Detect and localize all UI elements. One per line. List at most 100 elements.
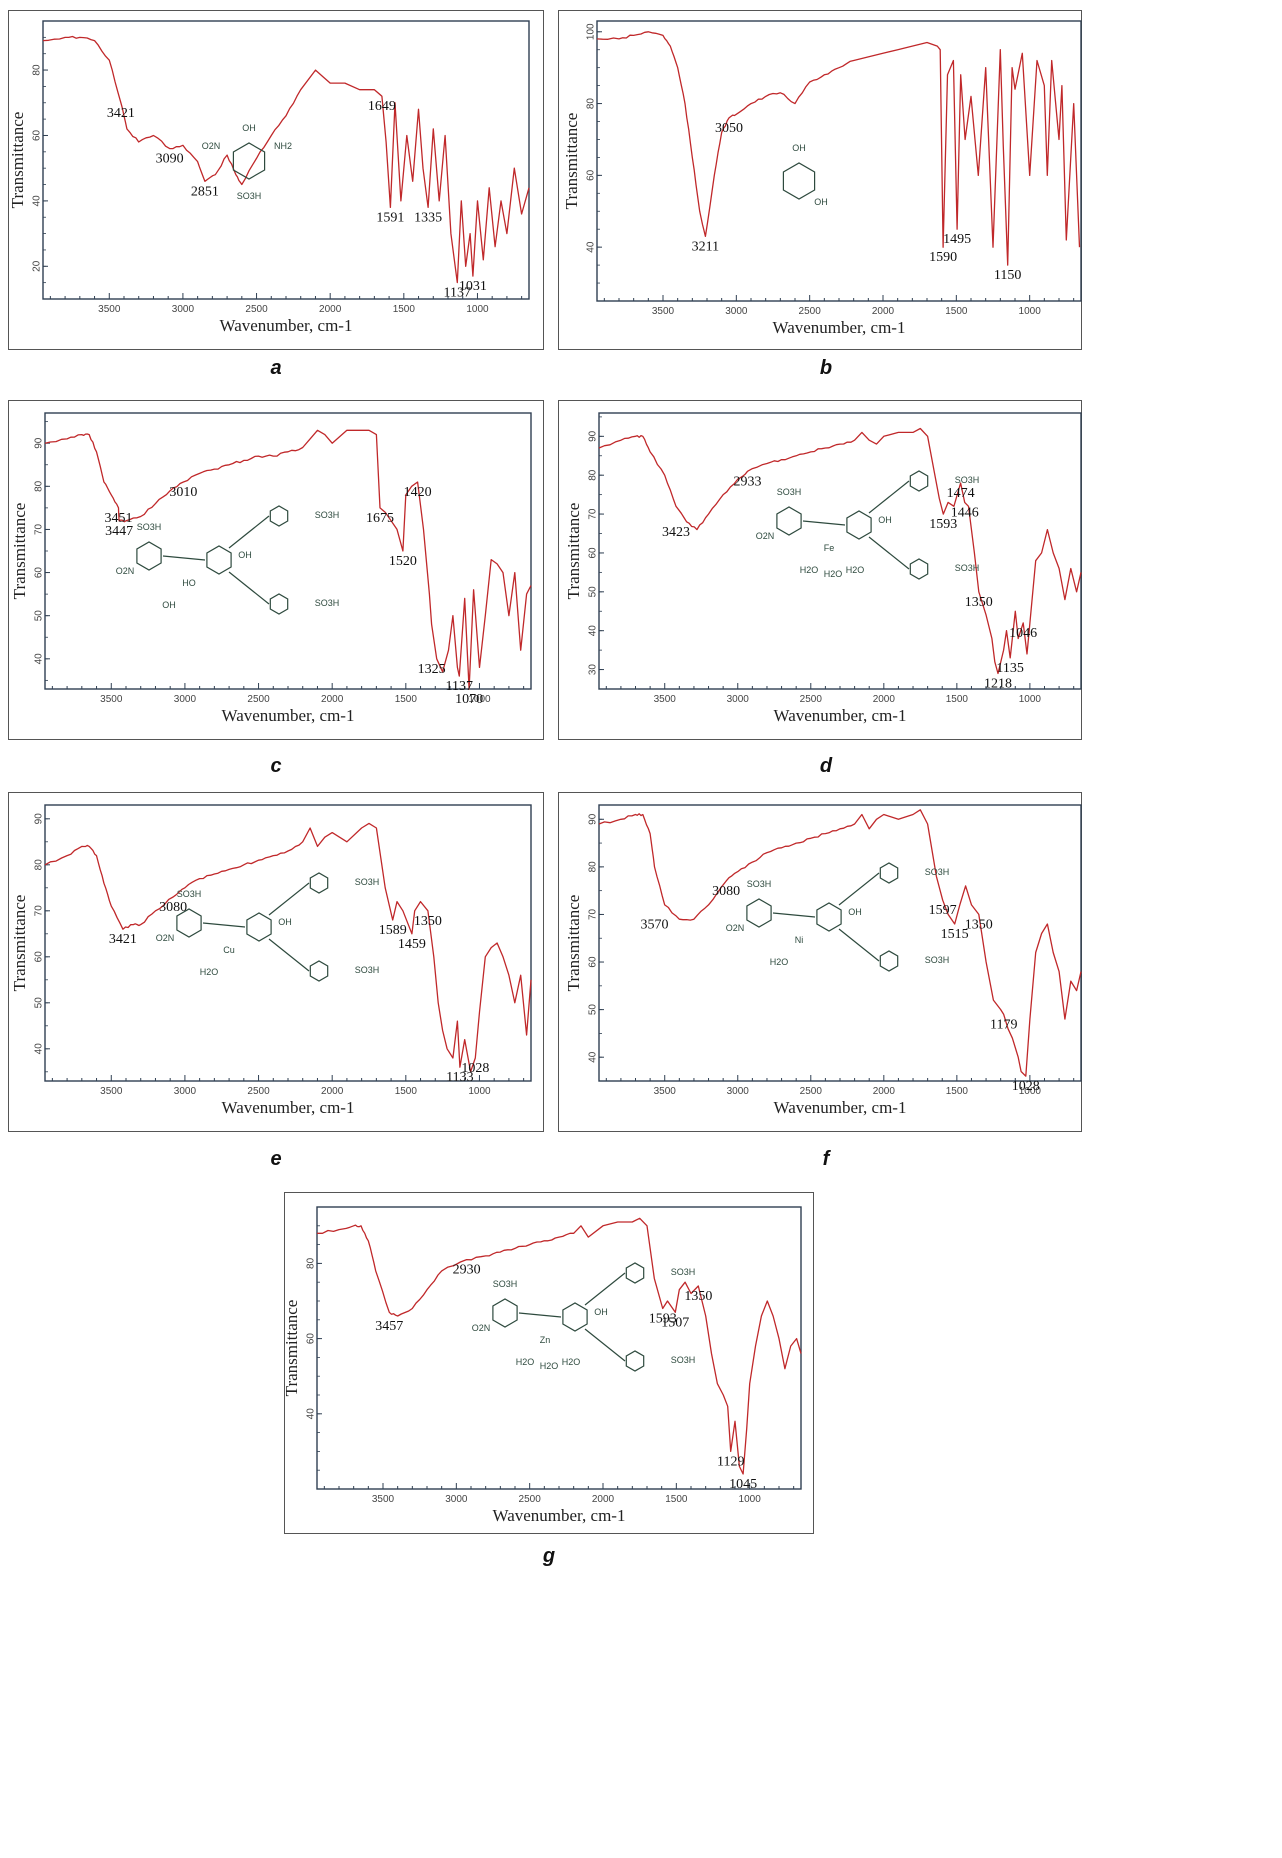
y-axis-label: Transmittance bbox=[564, 503, 583, 600]
plot-frame bbox=[44, 412, 532, 690]
x-tick-label: 2000 bbox=[592, 1494, 615, 1505]
peak-label: 3050 bbox=[715, 121, 743, 136]
chart-panel-a: 3500 3000 2500 2000 1500 1000 20 40 60 80 Wavenumb… bbox=[8, 10, 544, 350]
y-tick-label: 60 bbox=[586, 169, 597, 181]
structure-label: SO3H bbox=[777, 487, 802, 497]
peak-label: 3423 bbox=[662, 525, 690, 540]
peak-label: 1350 bbox=[965, 595, 993, 610]
x-axis-label: Wavenumber, cm-1 bbox=[220, 316, 353, 335]
y-tick-label: 40 bbox=[588, 1051, 599, 1063]
benzene-ring bbox=[909, 470, 929, 492]
peak-label: 1591 bbox=[376, 210, 404, 225]
peak-label: 1446 bbox=[951, 505, 979, 520]
structure-label: OH bbox=[242, 123, 256, 133]
y-tick-label: 60 bbox=[34, 951, 45, 963]
structure-label: SO3H bbox=[955, 563, 980, 573]
peak-label: 3421 bbox=[107, 106, 135, 121]
structure-label: SO3H bbox=[671, 1355, 696, 1365]
spectrum-line bbox=[44, 429, 532, 690]
benzene-ring bbox=[246, 912, 272, 942]
peak-label: 2851 bbox=[191, 184, 219, 199]
structure-label: H2O bbox=[562, 1357, 581, 1367]
benzene-ring bbox=[269, 593, 289, 615]
y-tick-label: 90 bbox=[34, 437, 45, 449]
chart-svg-c: 3500 3000 2500 2000 1500 1000 40 50 60 70 80 90 Wave… bbox=[10, 412, 532, 725]
benzene-ring bbox=[309, 960, 329, 982]
y-axis-label: Transmittance bbox=[282, 1300, 301, 1397]
y-tick-label: 90 bbox=[588, 430, 599, 442]
y-tick-label: 70 bbox=[34, 905, 45, 917]
structure-label: Zn bbox=[540, 1335, 551, 1345]
structure-label: OH bbox=[238, 550, 252, 560]
molecule-structure: SO3H O2N OH Ni H2O SO3H SO3H bbox=[726, 862, 949, 972]
benzene-ring bbox=[776, 506, 802, 536]
structure-label: SO3H bbox=[355, 877, 380, 887]
y-tick-label: 80 bbox=[588, 469, 599, 481]
x-tick-label: 1500 bbox=[945, 306, 968, 317]
x-tick-label: 3000 bbox=[727, 694, 750, 705]
y-tick-label: 60 bbox=[306, 1333, 317, 1345]
structure-label: HO bbox=[182, 578, 196, 588]
benzene-ring bbox=[782, 162, 816, 200]
y-axis-label: Transmittance bbox=[10, 503, 29, 600]
x-tick-label: 1500 bbox=[946, 1086, 969, 1097]
peak-label: 3080 bbox=[712, 884, 740, 899]
plot-frame bbox=[316, 1206, 802, 1490]
x-tick-label: 2500 bbox=[247, 1086, 270, 1097]
y-tick-label: 80 bbox=[34, 480, 45, 492]
y-tick-label: 40 bbox=[586, 241, 597, 253]
molecule-structure: SO3H O2N OH HO OH SO3H SO3H bbox=[116, 505, 339, 615]
chart-svg-d: 3500 3000 2500 2000 1500 1000 30 40 50 60 70 80 90 Wa… bbox=[564, 412, 1082, 725]
azo-bond bbox=[518, 1312, 562, 1318]
x-tick-label: 2000 bbox=[873, 1086, 896, 1097]
structure-label: Ni bbox=[795, 935, 804, 945]
peak-label: 1028 bbox=[461, 1061, 489, 1076]
chart-panel-b: 3500 3000 2500 2000 1500 1000 40 60 80 100 Wavenum… bbox=[558, 10, 1082, 350]
peak-label: 1031 bbox=[459, 279, 487, 294]
x-tick-label: 3500 bbox=[652, 306, 675, 317]
x-tick-label: 2500 bbox=[519, 1494, 542, 1505]
benzene-ring bbox=[206, 545, 232, 575]
y-tick-label: 90 bbox=[34, 813, 45, 825]
y-tick-label: 80 bbox=[588, 861, 599, 873]
chart-panel-c: 3500 3000 2500 2000 1500 1000 40 50 60 70 80 90 Wave… bbox=[8, 400, 544, 740]
azo-bond bbox=[268, 882, 310, 916]
x-tick-label: 3000 bbox=[172, 304, 195, 315]
y-tick-label: 60 bbox=[588, 956, 599, 968]
structure-label: SO3H bbox=[177, 889, 202, 899]
y-tick-label: 60 bbox=[32, 129, 43, 141]
x-tick-label: 3000 bbox=[174, 694, 197, 705]
caption-c: c bbox=[270, 755, 282, 777]
spectrum-line bbox=[42, 35, 530, 284]
x-tick-label: 3000 bbox=[727, 1086, 750, 1097]
peak-label: 3421 bbox=[109, 932, 137, 947]
x-axis-label: Wavenumber, cm-1 bbox=[774, 1098, 907, 1117]
y-axis-label: Transmittance bbox=[562, 113, 581, 210]
x-tick-label: 1000 bbox=[739, 1494, 762, 1505]
peak-label: 3010 bbox=[169, 485, 197, 500]
caption-f: f bbox=[822, 1148, 830, 1170]
chart-svg-b: 3500 3000 2500 2000 1500 1000 40 60 80 100 Wavenum… bbox=[562, 20, 1082, 337]
benzene-ring bbox=[879, 862, 899, 884]
structure-label: Fe bbox=[824, 543, 835, 553]
x-tick-label: 1500 bbox=[395, 694, 418, 705]
structure-label: H2O bbox=[846, 565, 865, 575]
y-tick-label: 80 bbox=[34, 859, 45, 871]
azo-bond bbox=[868, 536, 910, 570]
structure-label: OH bbox=[848, 907, 862, 917]
spectrum-line bbox=[317, 1217, 802, 1475]
x-tick-label: 1500 bbox=[946, 694, 969, 705]
structure-label: SO3H bbox=[493, 1279, 518, 1289]
y-tick-label: 80 bbox=[32, 64, 43, 76]
x-tick-label: 2000 bbox=[319, 304, 342, 315]
structure-label: SO3H bbox=[355, 965, 380, 975]
structure-label: H2O bbox=[516, 1357, 535, 1367]
x-tick-label: 3000 bbox=[174, 1086, 197, 1097]
peak-label: 3080 bbox=[159, 900, 187, 915]
caption-d: d bbox=[819, 755, 833, 777]
structure-label: O2N bbox=[472, 1323, 491, 1333]
chart-panel-d: 3500 3000 2500 2000 1500 1000 30 40 50 60 70 80 90 Wa… bbox=[558, 400, 1082, 740]
y-tick-label: 40 bbox=[34, 653, 45, 665]
x-tick-label: 3500 bbox=[372, 1494, 395, 1505]
